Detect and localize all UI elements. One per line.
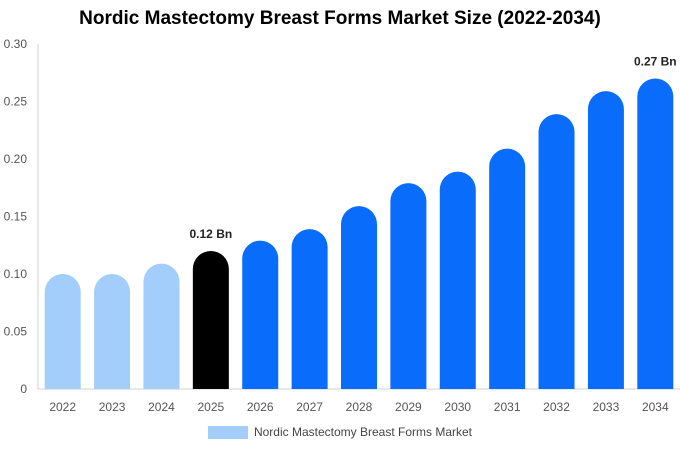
chart-title: Nordic Mastectomy Breast Forms Market Si… bbox=[79, 8, 601, 29]
x-tick-label: 2026 bbox=[247, 400, 274, 414]
x-tick-label: 2030 bbox=[444, 400, 471, 414]
x-tick-label: 2022 bbox=[49, 400, 76, 414]
x-tick-label: 2033 bbox=[593, 400, 620, 414]
legend: Nordic Mastectomy Breast Forms Market bbox=[0, 425, 680, 439]
bar-2025 bbox=[192, 251, 229, 389]
bar-2027 bbox=[291, 229, 328, 389]
bar-2022 bbox=[44, 274, 81, 389]
bar-2029 bbox=[390, 183, 427, 389]
y-tick-label: 0.10 bbox=[4, 267, 28, 281]
y-tick-label: 0.25 bbox=[4, 95, 28, 109]
data-label: 0.27 Bn bbox=[634, 55, 677, 69]
x-tick-label: 2028 bbox=[346, 400, 373, 414]
y-tick-label: 0.15 bbox=[4, 210, 28, 224]
x-tick-label: 2023 bbox=[99, 400, 126, 414]
bar-2033 bbox=[587, 91, 624, 390]
y-tick-label: 0.05 bbox=[4, 325, 28, 339]
y-tick-label: 0.20 bbox=[4, 152, 28, 166]
y-tick-label: 0 bbox=[20, 382, 27, 396]
x-tick-label: 2031 bbox=[494, 400, 521, 414]
bar-2034 bbox=[637, 78, 674, 389]
bar-2023 bbox=[94, 274, 131, 389]
x-tick-label: 2034 bbox=[642, 400, 669, 414]
x-tick-label: 2027 bbox=[296, 400, 323, 414]
x-tick-label: 2032 bbox=[543, 400, 570, 414]
bar-2030 bbox=[439, 171, 476, 389]
legend-label: Nordic Mastectomy Breast Forms Market bbox=[253, 425, 473, 439]
legend-swatch bbox=[207, 425, 248, 439]
y-tick-label: 0.30 bbox=[4, 37, 28, 51]
bar-2031 bbox=[489, 148, 526, 389]
data-label: 0.12 Bn bbox=[190, 227, 233, 241]
x-tick-label: 2029 bbox=[395, 400, 422, 414]
bar-2032 bbox=[538, 114, 575, 389]
x-tick-label: 2024 bbox=[148, 400, 175, 414]
bar-2024 bbox=[143, 263, 180, 389]
bar-2028 bbox=[341, 206, 377, 389]
x-tick-label: 2025 bbox=[197, 400, 224, 414]
bar-2026 bbox=[242, 240, 279, 389]
